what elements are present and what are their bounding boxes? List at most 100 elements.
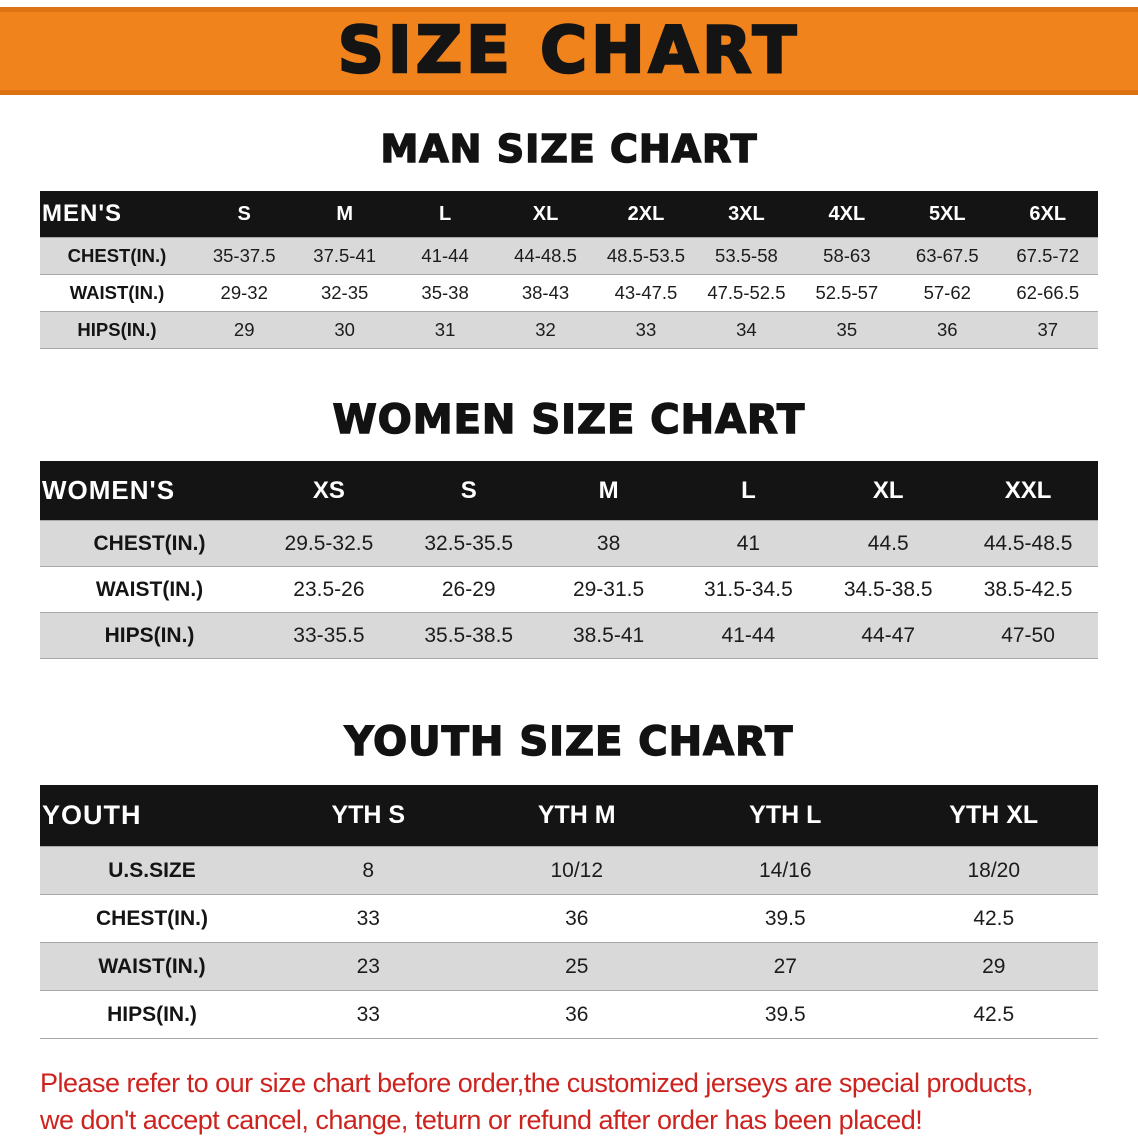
size-value-cell: 58-63 bbox=[823, 245, 871, 266]
men-size-chart-section: MAN SIZE CHART MEN'S S M L XL 2XL 3XL 4XL 5XL 6XL… bbox=[0, 126, 1138, 349]
section-title-youth: YOUTH SIZE CHART bbox=[344, 718, 794, 766]
size-value-cell: 29 bbox=[982, 954, 1006, 978]
size-value-cell: 26-29 bbox=[441, 577, 496, 601]
size-column-header: 6XL bbox=[997, 191, 1098, 238]
men-size-table: MEN'S S M L XL 2XL 3XL 4XL 5XL 6XL CHEST(IN.) 35-37… bbox=[40, 191, 1098, 349]
size-value-cell: 29-31.5 bbox=[572, 577, 645, 601]
size-value-cell: 23.5-26 bbox=[293, 577, 365, 601]
size-value-cell: 29-32 bbox=[220, 282, 268, 303]
size-column-header: XL bbox=[818, 461, 959, 521]
table-header-row: WOMEN'S XS S M L XL XXL bbox=[40, 461, 1098, 521]
table-row: CHEST(IN.) 29.5-32.5 32.5-35.5 38 41 44.5 44.5… bbox=[40, 520, 1098, 567]
size-value-cell: 27 bbox=[773, 954, 797, 978]
size-value-cell: 36 bbox=[936, 319, 958, 340]
size-value-cell: 48.5-53.5 bbox=[606, 245, 686, 266]
measurement-row-label: WAIST(IN.) bbox=[95, 577, 204, 601]
size-chart-infographic: SIZE CHART MAN SIZE CHART MEN'S S M L XL 2XL 3… bbox=[0, 7, 1138, 1140]
measurement-row-label: HIPS(IN.) bbox=[77, 319, 157, 340]
size-value-cell: 29 bbox=[233, 319, 255, 340]
size-value-cell: 32 bbox=[535, 319, 556, 340]
order-notice: Please refer to our size chart before or… bbox=[40, 1065, 1098, 1140]
size-column-header: M bbox=[538, 461, 679, 521]
size-value-cell: 35-38 bbox=[421, 282, 469, 303]
size-value-cell: 36 bbox=[565, 906, 589, 930]
women-size-chart-section: WOMEN SIZE CHART WOMEN'S XS S M L XL XXL CHEST(… bbox=[0, 396, 1138, 659]
size-column-header: 3XL bbox=[696, 191, 797, 238]
size-column-header: L bbox=[394, 191, 496, 238]
size-value-cell: 35-37.5 bbox=[212, 245, 276, 266]
table-row: HIPS(IN.) 33 36 39.5 42.5 bbox=[40, 990, 1098, 1039]
measurement-row-label: WAIST(IN.) bbox=[98, 954, 206, 978]
size-value-cell: 57-62 bbox=[923, 282, 971, 303]
size-value-cell: 39.5 bbox=[764, 906, 806, 930]
size-value-cell: 14/16 bbox=[758, 858, 812, 882]
size-value-cell: 18/20 bbox=[967, 858, 1021, 882]
table-header-row: YOUTH YTH S YTH M YTH L YTH XL bbox=[40, 785, 1098, 847]
size-value-cell: 44-48.5 bbox=[514, 245, 577, 266]
size-value-cell: 67.5-72 bbox=[1016, 245, 1080, 266]
measurement-row-label: HIPS(IN.) bbox=[107, 1002, 197, 1026]
size-column-header: YTH XL bbox=[889, 785, 1098, 847]
notice-line-1: Please refer to our size chart before or… bbox=[40, 1068, 1034, 1098]
size-value-cell: 53.5-58 bbox=[715, 245, 778, 266]
size-value-cell: 32.5-35.5 bbox=[424, 531, 514, 555]
table-corner-label: MEN'S bbox=[40, 191, 194, 238]
size-value-cell: 41 bbox=[736, 531, 761, 555]
size-column-header: YTH S bbox=[264, 785, 473, 847]
size-column-header: XXL bbox=[958, 461, 1098, 521]
size-value-cell: 44.5 bbox=[867, 531, 909, 555]
size-value-cell: 10/12 bbox=[550, 858, 604, 882]
size-value-cell: 41-44 bbox=[721, 623, 776, 647]
size-column-header: S bbox=[194, 191, 295, 238]
table-row: HIPS(IN.) 33-35.5 35.5-38.5 38.5-41 41-44 44-… bbox=[40, 612, 1098, 659]
youth-size-chart-section: YOUTH SIZE CHART YOUTH YTH S YTH M YTH L YTH… bbox=[0, 718, 1138, 1039]
notice-line-2: we don't accept cancel, change, teturn o… bbox=[40, 1105, 923, 1136]
table-corner-label: WOMEN'S bbox=[40, 461, 259, 521]
women-size-table: WOMEN'S XS S M L XL XXL CHEST(IN.) 29.5-32.5 32.5… bbox=[40, 461, 1098, 659]
size-value-cell: 38-43 bbox=[521, 282, 570, 303]
size-value-cell: 33 bbox=[635, 319, 657, 340]
measurement-row-label: U.S.SIZE bbox=[108, 858, 196, 882]
size-column-header: XS bbox=[259, 461, 399, 521]
size-value-cell: 63-67.5 bbox=[915, 245, 979, 266]
measurement-row-label: CHEST(IN.) bbox=[67, 245, 167, 266]
size-value-cell: 33-35.5 bbox=[293, 623, 365, 647]
table-row: WAIST(IN.) 23 25 27 29 bbox=[40, 942, 1098, 991]
size-value-cell: 32-35 bbox=[320, 282, 369, 303]
size-value-cell: 39.5 bbox=[764, 1002, 806, 1026]
table-header-row: MEN'S S M L XL 2XL 3XL 4XL 5XL 6XL bbox=[40, 191, 1098, 238]
size-value-cell: 44.5-48.5 bbox=[983, 531, 1073, 555]
size-value-cell: 44-47 bbox=[861, 623, 916, 647]
size-column-header: XL bbox=[495, 191, 596, 238]
section-title-men: MAN SIZE CHART bbox=[380, 126, 758, 172]
measurement-row-label: HIPS(IN.) bbox=[104, 623, 195, 647]
size-value-cell: 38.5-42.5 bbox=[983, 577, 1073, 601]
size-column-header: YTH M bbox=[472, 785, 681, 847]
table-row: WAIST(IN.) 29-32 32-35 35-38 38-43 43-47.5 47.… bbox=[40, 274, 1098, 312]
size-column-header: YTH L bbox=[681, 785, 890, 847]
youth-size-table: YOUTH YTH S YTH M YTH L YTH XL U.S.SIZE 8 10/12… bbox=[40, 785, 1098, 1039]
size-value-cell: 30 bbox=[334, 319, 355, 340]
table-corner-label: YOUTH bbox=[40, 785, 264, 847]
size-value-cell: 33 bbox=[356, 906, 380, 930]
measurement-row-label: WAIST(IN.) bbox=[69, 282, 165, 303]
size-value-cell: 8 bbox=[362, 858, 375, 882]
section-title-women: WOMEN SIZE CHART bbox=[332, 396, 806, 444]
page-title: SIZE CHART bbox=[337, 13, 801, 90]
size-value-cell: 38.5-41 bbox=[572, 623, 645, 647]
size-value-cell: 36 bbox=[565, 1002, 589, 1026]
size-value-cell: 25 bbox=[565, 954, 589, 978]
size-column-header: 2XL bbox=[595, 191, 697, 238]
size-value-cell: 52.5-57 bbox=[815, 282, 879, 303]
table-row: U.S.SIZE 8 10/12 14/16 18/20 bbox=[40, 846, 1098, 895]
size-value-cell: 35 bbox=[836, 319, 858, 340]
table-row: HIPS(IN.) 29 30 31 32 33 34 35 36 37 bbox=[40, 311, 1098, 349]
size-column-header: L bbox=[678, 461, 819, 521]
size-value-cell: 31 bbox=[434, 319, 456, 340]
size-value-cell: 33 bbox=[356, 1002, 380, 1026]
size-value-cell: 29.5-32.5 bbox=[284, 531, 374, 555]
table-row: CHEST(IN.) 35-37.5 37.5-41 41-44 44-48.5 48.5… bbox=[40, 237, 1098, 275]
size-value-cell: 62-66.5 bbox=[1016, 282, 1080, 303]
size-value-cell: 37.5-41 bbox=[313, 245, 377, 266]
size-column-header: S bbox=[398, 461, 539, 521]
